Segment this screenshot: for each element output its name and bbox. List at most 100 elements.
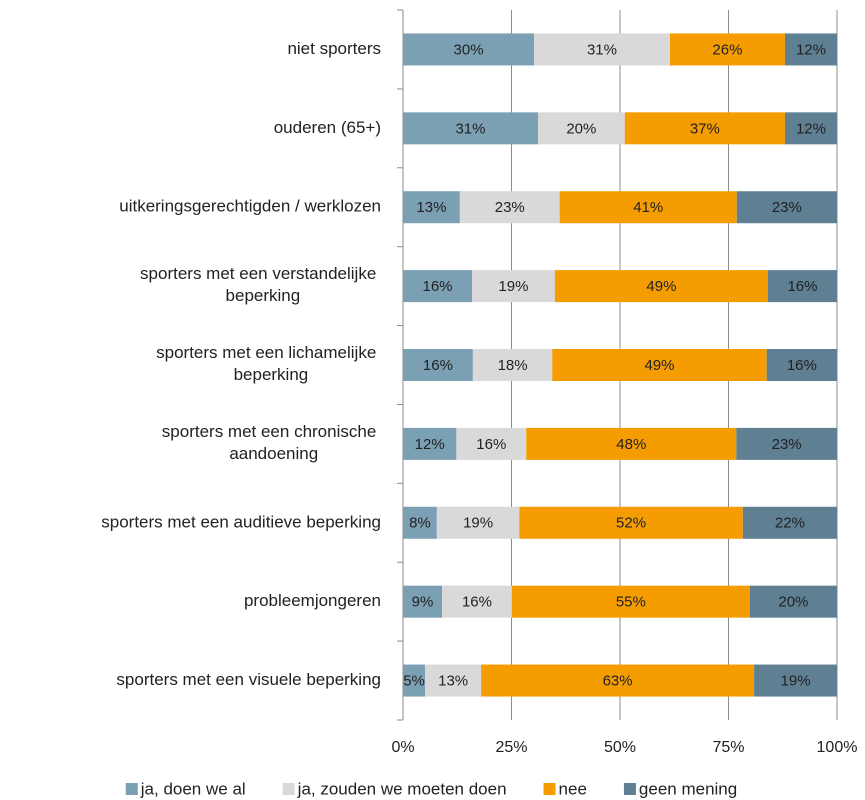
value-label: 52% <box>616 515 646 532</box>
bar-segment <box>552 349 767 381</box>
value-label: 12% <box>796 41 826 58</box>
bar-segment <box>736 191 837 224</box>
legend-swatch <box>543 783 556 795</box>
value-label: 19% <box>781 673 811 690</box>
value-label: 63% <box>603 673 633 690</box>
bar-segment <box>767 270 837 303</box>
x-tick-label: 25% <box>495 739 527 756</box>
bar-segment <box>456 427 527 460</box>
bar-segment <box>754 664 837 697</box>
x-tick-label: 75% <box>712 739 744 756</box>
value-label: 49% <box>644 357 674 374</box>
value-label: 9% <box>412 594 434 611</box>
value-label: 16% <box>462 594 492 611</box>
bar-segment <box>784 112 837 145</box>
bar-segment <box>736 427 837 460</box>
value-label: 37% <box>690 120 720 137</box>
bar-segment <box>403 585 443 618</box>
category-label: uitkeringsgerechtigden / werklozen <box>119 197 381 216</box>
legend-item: ja, doen we al <box>125 779 246 798</box>
category-label: sporters met een lichamelijke beperking <box>156 343 381 384</box>
bar-segment <box>442 585 512 618</box>
legend-swatch <box>623 783 636 795</box>
category-label: sporters met een chronische aandoening <box>162 422 381 463</box>
bar-segment <box>559 191 737 224</box>
value-label: 16% <box>423 357 453 374</box>
legend-swatch <box>282 783 295 795</box>
value-label: 16% <box>787 278 817 295</box>
value-label: 19% <box>498 278 528 295</box>
bar-segment <box>472 349 553 381</box>
bar-segment <box>403 664 426 697</box>
value-label: 20% <box>566 120 596 137</box>
bar-segment <box>403 506 437 539</box>
category-label: niet sporters <box>287 39 381 58</box>
bar-segment <box>403 191 460 224</box>
value-label: 16% <box>787 357 817 374</box>
legend-item: ja, zouden we moeten doen <box>282 779 507 798</box>
value-label: 48% <box>616 436 646 453</box>
bar-segment <box>537 112 625 145</box>
category-label: ouderen (65+) <box>274 118 381 137</box>
value-label: 13% <box>438 673 468 690</box>
value-label: 20% <box>778 594 808 611</box>
value-label: 19% <box>463 515 493 532</box>
bar-segment <box>403 427 457 460</box>
value-label: 49% <box>646 278 676 295</box>
category-label: sporters met een visuele beperking <box>116 670 381 689</box>
bar-segment <box>554 270 768 303</box>
bar-segment <box>534 33 670 66</box>
bar-segment <box>425 664 482 697</box>
bar-segment <box>519 506 743 539</box>
bar-segment <box>436 506 520 539</box>
bar-segment <box>403 270 473 303</box>
bar-segment <box>784 33 837 66</box>
value-label: 31% <box>587 41 617 58</box>
legend-label: ja, zouden we moeten doen <box>297 779 507 798</box>
bar-segment <box>481 664 755 697</box>
value-label: 41% <box>633 199 663 216</box>
category-label: sporters met een auditieve beperking <box>101 512 381 531</box>
value-label: 23% <box>772 199 802 216</box>
category-label: sporters met een verstandelijke beperkin… <box>140 265 381 306</box>
legend-swatch <box>125 783 138 795</box>
value-label: 12% <box>796 120 826 137</box>
x-tick-label: 50% <box>604 739 636 756</box>
bar-segment <box>403 112 538 145</box>
bar-segment <box>511 585 750 618</box>
value-label: 12% <box>415 436 445 453</box>
category-label: probleemjongeren <box>244 591 381 610</box>
legend-label: ja, doen we al <box>140 779 246 798</box>
value-label: 26% <box>712 41 742 58</box>
value-label: 5% <box>403 673 425 690</box>
bar-segment <box>766 349 837 381</box>
bar-segment <box>459 191 560 224</box>
x-tick-label: 100% <box>817 739 858 756</box>
value-label: 16% <box>476 436 506 453</box>
value-label: 8% <box>409 515 431 532</box>
value-label: 30% <box>454 41 484 58</box>
legend-item: geen mening <box>623 779 737 798</box>
bar-segment <box>403 349 473 381</box>
value-label: 23% <box>772 436 802 453</box>
value-label: 13% <box>416 199 446 216</box>
bar-segment <box>403 33 535 66</box>
bar-segment <box>472 270 555 303</box>
bar-segment <box>526 427 737 460</box>
value-label: 23% <box>495 199 525 216</box>
bar-segment <box>742 506 837 539</box>
x-tick-label: 0% <box>391 739 414 756</box>
legend-item: nee <box>543 779 587 798</box>
value-label: 31% <box>455 120 485 137</box>
bar-segment <box>749 585 837 618</box>
legend-label: geen mening <box>639 779 737 798</box>
value-label: 18% <box>498 357 528 374</box>
bar-segment <box>624 112 785 145</box>
bar-segment <box>669 33 785 66</box>
value-label: 16% <box>422 278 452 295</box>
legend-label: nee <box>559 779 587 798</box>
value-label: 22% <box>775 515 805 532</box>
value-label: 55% <box>616 594 646 611</box>
